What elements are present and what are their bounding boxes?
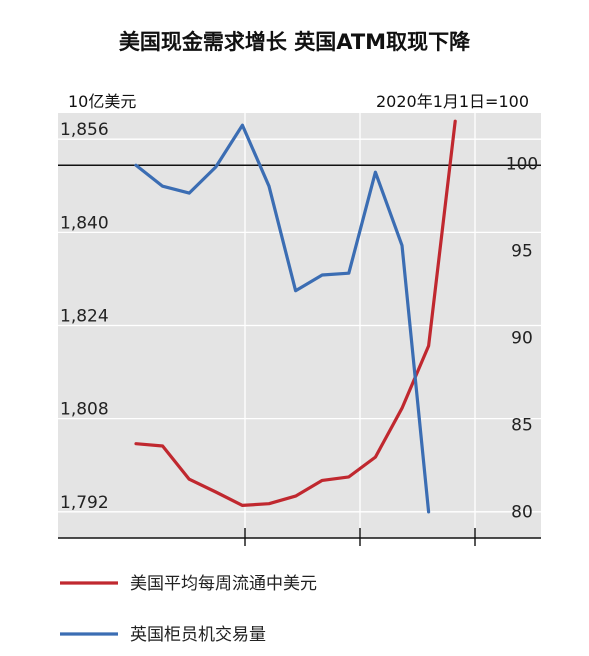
right-tick-label: 90 [511, 328, 533, 348]
legend-label: 英国柜员机交易量 [130, 625, 266, 645]
right-tick-label: 80 [511, 503, 533, 523]
left-axis-ticks: 1,856 1,840 1,824 1,808 1,792 [60, 120, 109, 513]
left-tick-label: 1,824 [60, 307, 109, 327]
left-axis-unit: 10亿美元 [68, 92, 137, 111]
left-tick-label: 1,856 [60, 120, 109, 140]
left-tick-label: 1,840 [60, 213, 109, 233]
x-axis-ticks [58, 528, 541, 546]
left-tick-label: 1,792 [60, 493, 109, 513]
right-tick-label: 85 [511, 416, 533, 436]
right-axis-ticks: 100 95 90 85 80 [506, 154, 538, 522]
series-line-1 [134, 119, 457, 507]
legend-label: 美国平均每周流通中美元 [130, 574, 317, 594]
right-axis-unit: 2020年1月1日=100 [375, 92, 529, 111]
right-tick-label: 100 [506, 154, 538, 174]
right-tick-label: 95 [511, 241, 533, 261]
series-lines [134, 119, 457, 514]
chart-title: 美国现金需求增长 英国ATM取现下降 [118, 30, 471, 54]
series-line-2 [134, 123, 431, 514]
left-tick-label: 1,808 [60, 400, 109, 420]
